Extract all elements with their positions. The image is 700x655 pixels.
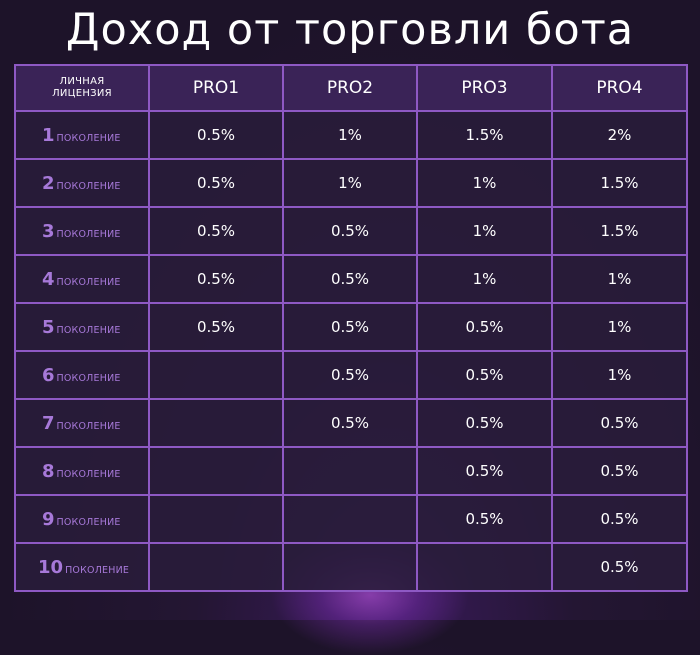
percentage-cell: 0.5% [416, 302, 553, 352]
table-row: 10 поколение 0.5% [14, 542, 688, 592]
percentage-cell: 1.5% [551, 206, 688, 256]
percentage-cell: 0.5% [416, 350, 553, 400]
generation-number: 9 [42, 508, 55, 530]
percentage-cell: 1% [416, 254, 553, 304]
percentage-cell: 2% [551, 110, 688, 160]
generation-number: 1 [42, 124, 55, 146]
percentage-cell: 1% [551, 350, 688, 400]
percentage-cell: 0.5% [416, 398, 553, 448]
percentage-cell: 1% [551, 254, 688, 304]
percentage-cell [282, 542, 418, 592]
percentage-cell [148, 542, 284, 592]
column-header-pro4: PRO4 [551, 64, 688, 112]
percentage-cell: 0.5% [551, 446, 688, 496]
generation-cell: 2 поколение [14, 158, 150, 208]
license-header-cell: ЛИЧНАЯ ЛИЦЕНЗИЯ [14, 64, 150, 112]
percentage-cell: 0.5% [148, 302, 284, 352]
table-row: 4 поколение 0.5% 0.5% 1% 1% [14, 254, 688, 304]
generation-number: 6 [42, 364, 55, 386]
percentage-cell: 0.5% [282, 254, 418, 304]
generation-label: поколение [65, 564, 130, 576]
percentage-cell [148, 446, 284, 496]
percentage-cell: 1.5% [416, 110, 553, 160]
table-row: 8 поколение 0.5% 0.5% [14, 446, 688, 496]
percentage-cell: 0.5% [282, 302, 418, 352]
percentage-cell: 0.5% [148, 158, 284, 208]
percentage-cell: 1% [551, 302, 688, 352]
table-row: 6 поколение 0.5% 0.5% 1% [14, 350, 688, 400]
generation-cell: 9 поколение [14, 494, 150, 544]
percentage-cell [148, 494, 284, 544]
generation-cell: 5 поколение [14, 302, 150, 352]
table-row: 2 поколение 0.5% 1% 1% 1.5% [14, 158, 688, 208]
percentage-cell: 0.5% [551, 494, 688, 544]
column-header-pro1: PRO1 [148, 64, 284, 112]
generation-label: поколение [56, 516, 121, 528]
percentage-cell [148, 398, 284, 448]
percentage-cell: 1% [282, 158, 418, 208]
generation-label: поколение [56, 420, 121, 432]
generation-cell: 7 поколение [14, 398, 150, 448]
percentage-cell: 0.5% [148, 206, 284, 256]
percentage-cell: 1% [416, 158, 553, 208]
percentage-cell: 1.5% [551, 158, 688, 208]
percentage-cell [282, 494, 418, 544]
generation-number: 4 [42, 268, 55, 290]
percentage-cell: 0.5% [282, 206, 418, 256]
generation-cell: 3 поколение [14, 206, 150, 256]
column-header-pro3: PRO3 [416, 64, 553, 112]
income-table: ЛИЧНАЯ ЛИЦЕНЗИЯ PRO1 PRO2 PRO3 PRO4 1 пок… [14, 64, 688, 592]
generation-label: поколение [56, 180, 121, 192]
generation-cell: 4 поколение [14, 254, 150, 304]
page-title: Доход от торговли бота [65, 5, 635, 55]
generation-number: 5 [42, 316, 55, 338]
generation-number: 3 [42, 220, 55, 242]
generation-number: 2 [42, 172, 55, 194]
license-header-label: ЛИЧНАЯ ЛИЦЕНЗИЯ [52, 76, 112, 99]
generation-number: 7 [42, 412, 55, 434]
percentage-cell: 0.5% [416, 494, 553, 544]
column-header-pro2: PRO2 [282, 64, 418, 112]
generation-label: поколение [56, 228, 121, 240]
percentage-cell [282, 446, 418, 496]
generation-cell: 8 поколение [14, 446, 150, 496]
table-row: 3 поколение 0.5% 0.5% 1% 1.5% [14, 206, 688, 256]
table-row: 9 поколение 0.5% 0.5% [14, 494, 688, 544]
generation-number: 10 [38, 556, 64, 578]
percentage-cell: 0.5% [282, 398, 418, 448]
percentage-cell [416, 542, 553, 592]
generation-label: поколение [56, 276, 121, 288]
table-row: 1 поколение 0.5% 1% 1.5% 2% [14, 110, 688, 160]
percentage-cell: 0.5% [416, 446, 553, 496]
generation-label: поколение [56, 468, 121, 480]
generation-label: поколение [56, 132, 121, 144]
percentage-cell: 0.5% [551, 542, 688, 592]
percentage-cell: 1% [416, 206, 553, 256]
percentage-cell: 0.5% [551, 398, 688, 448]
percentage-cell: 1% [282, 110, 418, 160]
generation-number: 8 [42, 460, 55, 482]
percentage-cell: 0.5% [148, 110, 284, 160]
percentage-cell [148, 350, 284, 400]
table-row: 7 поколение 0.5% 0.5% 0.5% [14, 398, 688, 448]
percentage-cell: 0.5% [148, 254, 284, 304]
percentage-cell: 0.5% [282, 350, 418, 400]
generation-cell: 6 поколение [14, 350, 150, 400]
generation-label: поколение [56, 324, 121, 336]
table-header-row: ЛИЧНАЯ ЛИЦЕНЗИЯ PRO1 PRO2 PRO3 PRO4 [14, 64, 688, 112]
generation-cell: 10 поколение [14, 542, 150, 592]
table-row: 5 поколение 0.5% 0.5% 0.5% 1% [14, 302, 688, 352]
generation-label: поколение [56, 372, 121, 384]
generation-cell: 1 поколение [14, 110, 150, 160]
